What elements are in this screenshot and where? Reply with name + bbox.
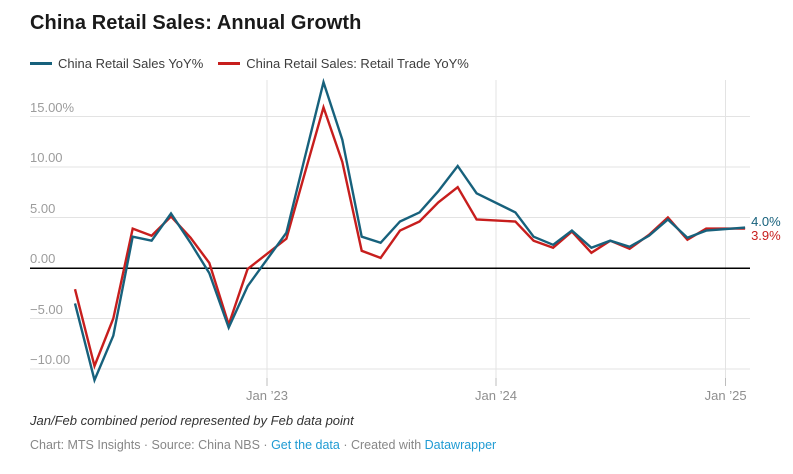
- series-line-retail-trade: [73, 103, 746, 370]
- x-axis-label: Jan ’25: [704, 388, 747, 403]
- legend-line-swatch: [30, 62, 52, 65]
- series-end-label: 3.9%: [751, 227, 781, 243]
- series-end-label: 4.0%: [751, 213, 781, 229]
- legend: China Retail Sales YoY% China Retail Sal…: [30, 56, 469, 71]
- byline-created-with: · Created with: [339, 438, 425, 452]
- x-axis-label: Jan ’24: [475, 388, 517, 403]
- series-line-retail-sales: [73, 77, 746, 384]
- y-axis-label: 5.00: [30, 200, 56, 216]
- legend-item-label: China Retail Sales: Retail Trade YoY%: [246, 56, 469, 71]
- get-the-data-link[interactable]: Get the data: [271, 438, 340, 452]
- legend-item-label: China Retail Sales YoY%: [58, 56, 204, 71]
- legend-item: China Retail Sales YoY%: [30, 56, 203, 71]
- y-axis-label: −5.00: [30, 301, 63, 317]
- y-axis-label: 15.00%: [30, 99, 75, 115]
- byline-credit: Chart: MTS Insights · Source: China NBS …: [30, 438, 272, 452]
- datawrapper-link[interactable]: Datawrapper: [424, 438, 497, 452]
- chart-title: China Retail Sales: Annual Growth: [30, 12, 362, 34]
- legend-line-swatch: [218, 62, 241, 65]
- y-axis-label: 0.00: [30, 251, 56, 266]
- y-axis-label: 10.00: [30, 150, 63, 165]
- chart-byline: Chart: MTS Insights · Source: China NBS …: [30, 438, 496, 452]
- footer-note: Jan/Feb combined period represented by F…: [30, 413, 354, 428]
- legend-item: China Retail Sales: Retail Trade YoY%: [218, 56, 469, 71]
- y-axis-label: −10.00: [30, 352, 71, 367]
- x-axis-label: Jan ’23: [246, 388, 288, 403]
